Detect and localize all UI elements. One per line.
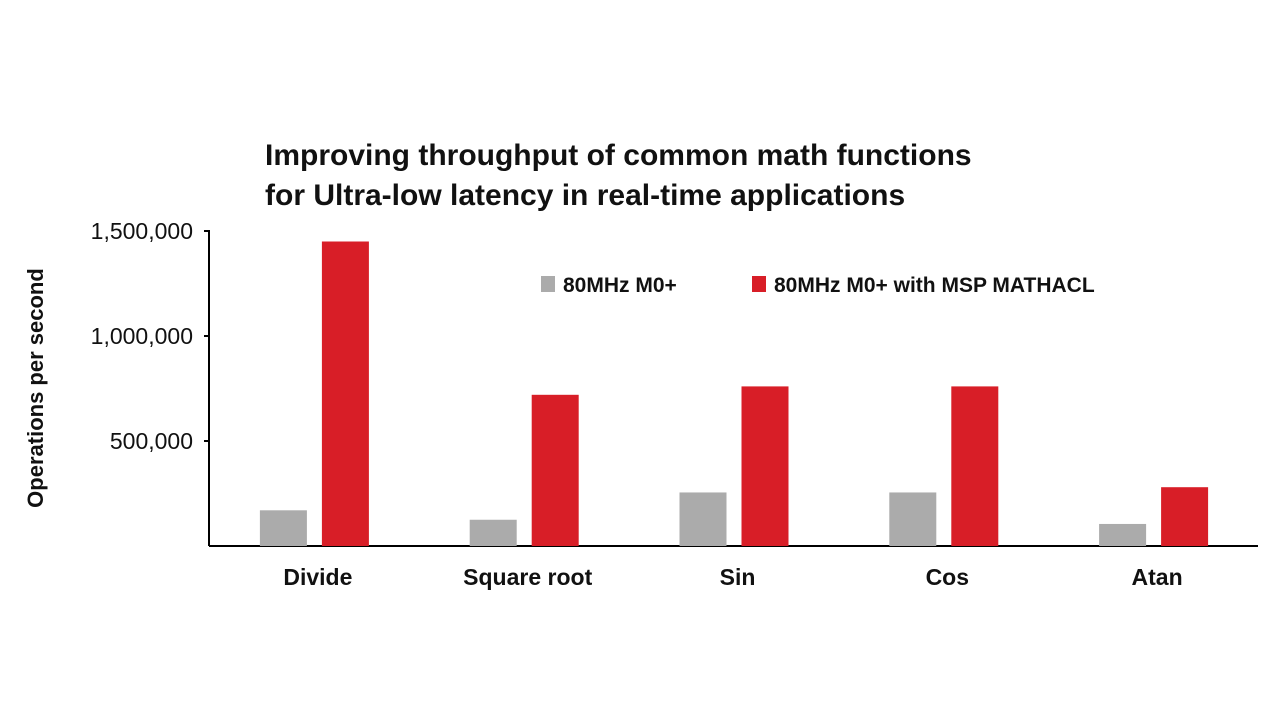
bar-mathacl-divide <box>321 241 369 546</box>
legend-label: 80MHz M0+ with MSP MATHACL <box>774 274 1095 297</box>
title-line-2: for Ultra-low latency in real-time appli… <box>265 179 906 212</box>
bar-baseline-square-root <box>469 519 517 546</box>
bar-mathacl-atan <box>1161 487 1209 546</box>
bar-mathacl-sin <box>741 386 789 546</box>
title-line-1: Improving throughput of common math func… <box>265 139 972 172</box>
bar-mathacl-cos <box>951 386 999 546</box>
y-tick-label: 500,000 <box>110 428 193 454</box>
bar-baseline-atan <box>1099 523 1147 546</box>
y-axis-label: Operations per second <box>23 268 48 508</box>
bar-baseline-cos <box>889 492 937 546</box>
legend-swatch <box>541 276 555 292</box>
x-tick-label: Square root <box>463 564 592 590</box>
bar-baseline-sin <box>679 492 727 546</box>
bar-baseline-divide <box>259 510 307 546</box>
y-tick-label: 1,000,000 <box>91 323 193 349</box>
x-tick-label: Cos <box>926 564 969 590</box>
legend-swatch <box>752 276 766 292</box>
bar-mathacl-square-root <box>531 394 579 546</box>
chart-title: Improving throughput of common math func… <box>265 136 972 216</box>
legend-label: 80MHz M0+ <box>563 274 677 297</box>
y-tick-label: 1,500,000 <box>91 218 193 244</box>
x-tick-label: Sin <box>720 564 756 590</box>
x-tick-label: Divide <box>283 564 352 590</box>
x-tick-label: Atan <box>1132 564 1183 590</box>
